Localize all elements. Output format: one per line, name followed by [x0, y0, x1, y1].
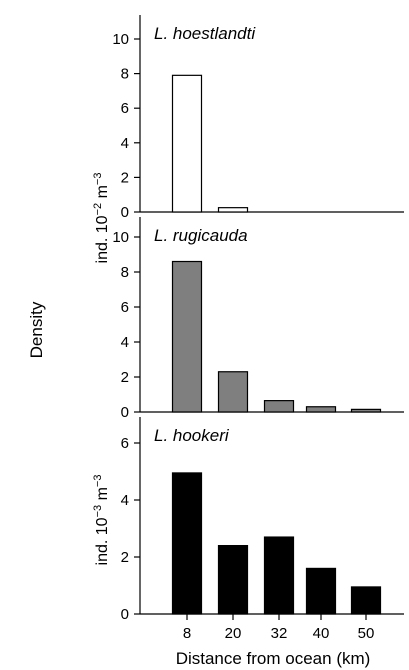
bar — [350, 408, 382, 413]
bar — [171, 472, 203, 615]
y-tick-label: 0 — [121, 404, 129, 421]
bar — [263, 400, 295, 413]
x-tick-label: 32 — [271, 625, 288, 642]
y-tick-label: 2 — [121, 169, 129, 186]
x-tick-label: 8 — [183, 625, 191, 642]
chart-panels: 0 2 4 6 8 10 L. hoestlandti 0 2 4 6 8 10 L. rugicauda… — [112, 15, 404, 623]
bar — [217, 207, 249, 213]
y-tick-label: 6 — [121, 299, 129, 316]
bar — [263, 536, 295, 615]
bar — [171, 260, 203, 413]
panel-3: 0 2 4 6 L. hookeri — [121, 417, 404, 623]
y-tick-label: 10 — [112, 31, 129, 48]
panel-1: 0 2 4 6 8 10 L. hoestlandti — [112, 15, 404, 221]
y-tick-label: 6 — [121, 435, 129, 452]
y-unit-label-upper: ind. 10−2 m−3 — [92, 173, 111, 264]
y-tick-label: 2 — [121, 549, 129, 566]
panel-title: L. hoestlandti — [154, 24, 256, 43]
y-tick-label: 2 — [121, 369, 129, 386]
y-axis-title: Density — [27, 301, 46, 358]
y-unit-label-lower: ind. 10−3 m−3 — [92, 475, 111, 566]
bar — [305, 567, 337, 615]
y-tick-label: 6 — [121, 100, 129, 117]
y-tick-label: 8 — [121, 66, 129, 83]
x-axis-title: Distance from ocean (km) — [176, 649, 371, 668]
bar — [217, 371, 249, 413]
x-tick-label: 50 — [358, 625, 375, 642]
x-tick-label: 20 — [225, 625, 242, 642]
panel-title: L. rugicauda — [154, 226, 248, 245]
y-tick-label: 4 — [121, 135, 129, 152]
panel-title: L. hookeri — [154, 426, 230, 445]
bar — [217, 544, 249, 615]
x-axis: 8 20 32 40 50 — [183, 614, 375, 642]
x-tick-label: 40 — [313, 625, 330, 642]
y-tick-label: 0 — [121, 204, 129, 221]
y-tick-label: 4 — [121, 492, 129, 509]
y-tick-label: 8 — [121, 264, 129, 281]
y-tick-label: 0 — [121, 606, 129, 623]
bar — [350, 586, 382, 615]
bar — [305, 406, 337, 413]
y-tick-label: 4 — [121, 334, 129, 351]
panel-2: 0 2 4 6 8 10 L. rugicauda — [112, 217, 404, 421]
bar — [171, 74, 203, 213]
y-tick-label: 10 — [112, 229, 129, 246]
